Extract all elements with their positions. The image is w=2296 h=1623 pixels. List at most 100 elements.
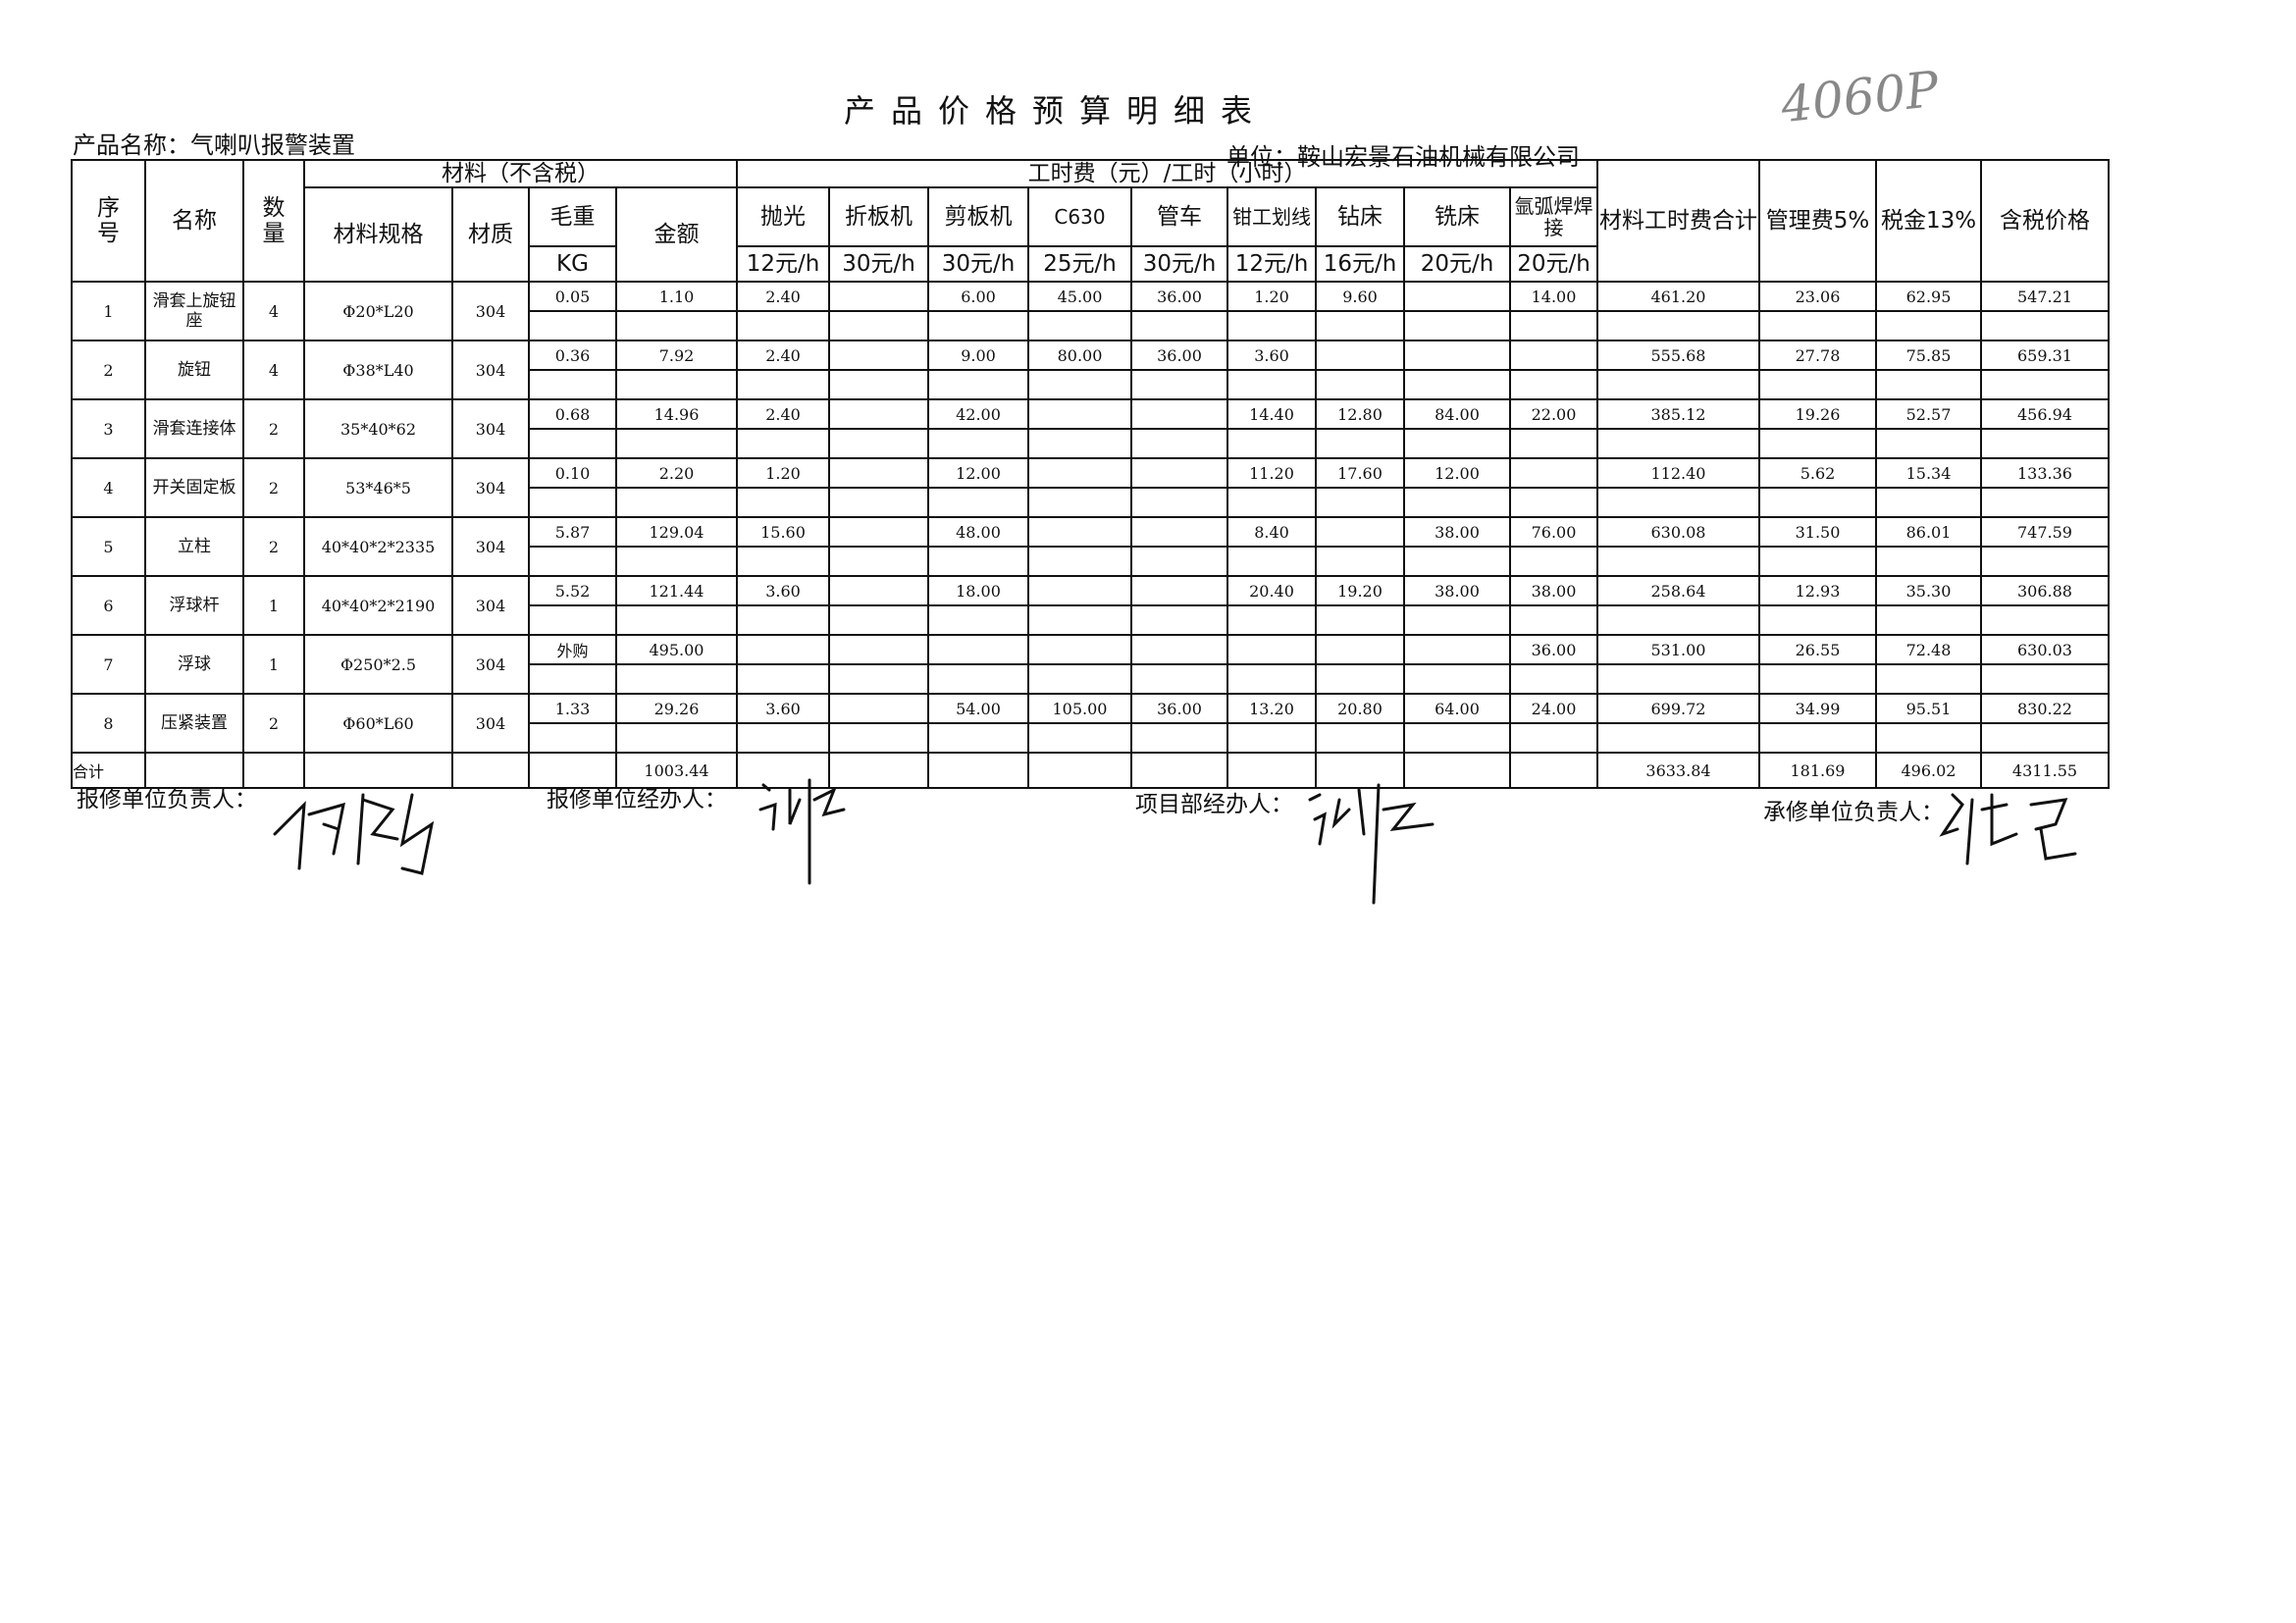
- cell-empty: [1027, 722, 1132, 754]
- cell-labor-4: [1130, 634, 1228, 665]
- cell-empty: [1130, 752, 1228, 789]
- header-labor-rate-3: 25元/h: [1027, 245, 1132, 283]
- cell-empty: [1315, 722, 1405, 754]
- cell-name: 旋钮: [144, 340, 244, 400]
- cell-empty: [1980, 487, 2110, 518]
- cell-empty: [528, 722, 617, 754]
- cell-labor-8: 24.00: [1509, 693, 1598, 724]
- cell-empty: [615, 604, 738, 636]
- cell-seq: 2: [71, 340, 146, 400]
- cell-subtotal: 630.08: [1596, 516, 1760, 548]
- cell-labor-4: 36.00: [1130, 693, 1228, 724]
- table-row: 6 浮球杆 1 40*40*2*2190 304 5.52 121.44 3.60 18.00 2…: [71, 575, 2110, 636]
- cell-labor-0: 1.20: [736, 457, 830, 489]
- cell-empty: [1130, 428, 1228, 459]
- cell-labor-6: 17.60: [1315, 457, 1405, 489]
- cell-empty: [1596, 663, 1760, 695]
- cell-tax: 62.95: [1875, 281, 1982, 312]
- cell-empty: [927, 310, 1029, 341]
- table-row: 8 压紧装置 2 Φ60*L60 304 1.33 29.26 3.60 54.00 105.00…: [71, 693, 2110, 754]
- cell-labor-3: [1027, 575, 1132, 606]
- cell-empty: [1226, 487, 1317, 518]
- cell-mgmt: 5.62: [1758, 457, 1877, 489]
- cell-seq: 6: [71, 575, 146, 636]
- cell-labor-7: 38.00: [1403, 516, 1511, 548]
- cell-empty: [1403, 752, 1511, 789]
- cell-spec: 35*40*62: [303, 398, 453, 459]
- cell-amount: 7.92: [615, 340, 738, 371]
- cell-empty: [1509, 369, 1598, 400]
- cell-empty: [1226, 752, 1317, 789]
- cell-empty: [528, 487, 617, 518]
- header-labor-rate-8: 20元/h: [1509, 245, 1598, 283]
- cell-empty: [927, 722, 1029, 754]
- header-labor-rate-4: 30元/h: [1130, 245, 1228, 283]
- cell-empty: [1758, 310, 1877, 341]
- table-subrow: [72, 604, 2110, 636]
- cell-name: 压紧装置: [144, 693, 244, 754]
- cell-empty: [1226, 722, 1317, 754]
- cell-labor-3: 105.00: [1027, 693, 1132, 724]
- cell-empty: [1315, 604, 1405, 636]
- cell-empty: [1980, 310, 2110, 341]
- cell-empty: [528, 310, 617, 341]
- label-project-handler: 项目部经办人：: [1135, 792, 1293, 817]
- cell-empty: [528, 369, 617, 400]
- header-qty: 数量: [242, 159, 305, 283]
- cell-empty: [1509, 604, 1598, 636]
- cell-labor-2: 54.00: [927, 693, 1029, 724]
- cell-total: 630.03: [1980, 634, 2110, 665]
- cell-empty: [1596, 546, 1760, 577]
- document-title: 产品价格预算明细表: [844, 92, 1269, 130]
- table-row: 7 浮球 1 Φ250*2.5 304 外购 495.00 36.00 531.00 26.55 7…: [71, 634, 2110, 695]
- cell-empty: [528, 546, 617, 577]
- cell-material: 304: [451, 398, 530, 459]
- label-contractor-head: 承修单位负责人：: [1763, 800, 1944, 825]
- cell-total: 456.94: [1980, 398, 2110, 430]
- cell-empty: [1315, 487, 1405, 518]
- cell-labor-3: [1027, 457, 1132, 489]
- cell-empty: [927, 663, 1029, 695]
- cell-empty: [615, 663, 738, 695]
- cell-labor-4: [1130, 516, 1228, 548]
- cell-empty: [828, 722, 929, 754]
- cell-empty: [1509, 722, 1598, 754]
- cell-name: 浮球杆: [144, 575, 244, 636]
- header-name: 名称: [144, 159, 244, 283]
- cell-empty: [1509, 310, 1598, 341]
- cell-weight: 0.36: [528, 340, 617, 371]
- header-labor-rate-7: 20元/h: [1403, 245, 1511, 283]
- cell-empty: [736, 428, 830, 459]
- header-labor-rate-1: 30元/h: [828, 245, 929, 283]
- cell-labor-5: 20.40: [1226, 575, 1317, 606]
- cell-material: 304: [451, 634, 530, 695]
- cell-empty: [927, 604, 1029, 636]
- cell-labor-8: 14.00: [1509, 281, 1598, 312]
- cell-name: 立柱: [144, 516, 244, 577]
- cell-empty: [828, 487, 929, 518]
- cell-empty: [927, 428, 1029, 459]
- cell-labor-8: 76.00: [1509, 516, 1598, 548]
- cell-subtotal: 555.68: [1596, 340, 1760, 371]
- cell-labor-7: 64.00: [1403, 693, 1511, 724]
- cell-labor-0: 3.60: [736, 693, 830, 724]
- cell-labor-7: [1403, 634, 1511, 665]
- cell-empty: [1509, 487, 1598, 518]
- cell-tax: 72.48: [1875, 634, 1982, 665]
- cell-labor-8: [1509, 340, 1598, 371]
- cell-empty: [736, 546, 830, 577]
- cell-tax: 35.30: [1875, 575, 1982, 606]
- cell-labor-0: 2.40: [736, 281, 830, 312]
- cell-labor-7: 12.00: [1403, 457, 1511, 489]
- cell-labor-4: 36.00: [1130, 281, 1228, 312]
- cell-empty: [1875, 310, 1982, 341]
- cell-empty: [1315, 428, 1405, 459]
- cell-amount: 14.96: [615, 398, 738, 430]
- table-row: 5 立柱 2 40*40*2*2335 304 5.87 129.04 15.60 48.00 8…: [71, 516, 2110, 577]
- cell-labor-7: 38.00: [1403, 575, 1511, 606]
- cell-labor-5: [1226, 634, 1317, 665]
- cell-labor-7: [1403, 281, 1511, 312]
- cell-empty: [1596, 487, 1760, 518]
- header-material: 材质: [451, 186, 530, 283]
- table-subrow: [72, 663, 2110, 695]
